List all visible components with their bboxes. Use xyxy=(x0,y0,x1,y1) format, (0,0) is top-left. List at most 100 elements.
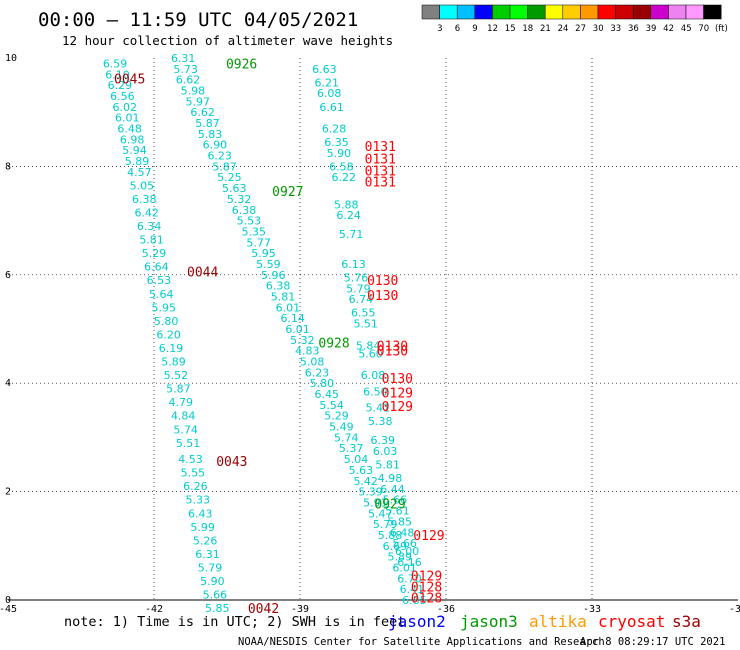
swh-value: 6.19 xyxy=(159,342,184,355)
satellite-name-jason2: jason2 xyxy=(388,612,446,631)
swh-value: 6.48 xyxy=(390,526,415,539)
swh-value: 6.43 xyxy=(188,507,213,520)
pass-time-label: 0129 xyxy=(382,400,413,415)
swh-value: 5.74 xyxy=(334,431,359,444)
swh-value: 4.83 xyxy=(295,345,320,358)
pass-time-label: 0130 xyxy=(367,274,398,289)
swh-value: 5.35 xyxy=(242,225,267,238)
swh-value: 6.08 xyxy=(317,87,342,100)
pass-time-label: 0929 xyxy=(374,498,405,513)
pass-time-label: 0927 xyxy=(272,185,303,200)
altimeter-tracks: 6.596.106.296.566.026.016.486.985.945.89… xyxy=(103,52,427,615)
y-axis-ticks: 0 2 4 6 8 10 xyxy=(5,53,17,606)
swh-value: 5.47 xyxy=(368,507,393,520)
swh-value: 4.84 xyxy=(171,410,196,423)
legend-swatch xyxy=(703,4,722,20)
swh-value: 6.00 xyxy=(395,545,420,558)
swh-value: 5.25 xyxy=(217,171,242,184)
swh-value: 6.55 xyxy=(351,307,376,320)
pass-time-label: 0128 xyxy=(411,591,442,606)
swh-value: 5.51 xyxy=(176,437,201,450)
swh-value: 5.80 xyxy=(154,315,179,328)
swh-value: 6.62 xyxy=(190,106,215,119)
swh-value: 5.81 xyxy=(271,290,296,303)
swh-value: 6.29 xyxy=(108,79,133,92)
y-tick-label: 8 xyxy=(5,161,11,172)
swh-value: 5.32 xyxy=(290,334,315,347)
legend-swatch xyxy=(527,4,546,20)
swh-value: 6.08 xyxy=(361,369,386,382)
swh-value: 6.10 xyxy=(105,68,130,81)
swh-value: 6.59 xyxy=(103,57,128,70)
swh-value: 5.60 xyxy=(358,347,383,360)
y-tick-label: 2 xyxy=(5,487,11,498)
legend-swatch xyxy=(456,4,476,20)
swh-value: 6.03 xyxy=(373,445,398,458)
pass-time-label: 0042 xyxy=(248,602,279,617)
swh-value: 6.31 xyxy=(195,548,220,561)
swh-value: 6.74 xyxy=(349,293,374,306)
color-scale-legend: 3 6 9 12 15 18 21 24 27 30 33 36 39 42 45 70 (ft) xyxy=(421,4,728,34)
satellite-name-altika: altika xyxy=(529,612,587,631)
legend-label: 70 xyxy=(698,24,709,34)
swh-value: 5.95 xyxy=(251,247,276,260)
pass-time-label: 0129 xyxy=(411,570,442,585)
swh-value: 6.63 xyxy=(312,63,337,76)
legend-swatch xyxy=(597,4,616,20)
swh-value: 5.80 xyxy=(310,377,335,390)
swh-value: 5.95 xyxy=(151,301,176,314)
pass-time-label: 0928 xyxy=(318,337,349,352)
swh-value: 4.98 xyxy=(378,472,403,485)
x-tick-label: -30 xyxy=(729,604,740,615)
pass-time-label: 0129 xyxy=(413,529,444,544)
swh-value: 5.87 xyxy=(212,160,237,173)
legend-swatch xyxy=(439,4,458,20)
swh-value: 6.01 xyxy=(115,112,140,125)
swh-value: 5.66 xyxy=(383,494,408,507)
swh-value: 6.21 xyxy=(315,76,340,89)
legend-label: 30 xyxy=(593,24,604,34)
pass-time-label: 0926 xyxy=(226,57,257,72)
swh-value: 6.38 xyxy=(266,280,291,293)
swh-value: 4.79 xyxy=(169,396,194,409)
swh-value: 6.44 xyxy=(380,483,405,496)
swh-value: 5.61 xyxy=(385,505,410,518)
legend-label: 45 xyxy=(681,24,692,34)
swh-value: 6.16 xyxy=(397,556,422,569)
swh-value: 5.77 xyxy=(246,236,271,249)
swh-value: 5.88 xyxy=(378,529,403,542)
y-tick-label: 4 xyxy=(5,378,11,389)
swh-value: 5.41 xyxy=(366,402,391,415)
swh-value: 6.23 xyxy=(207,150,232,163)
y-tick-label: 0 xyxy=(5,595,11,606)
swh-value: 5.63 xyxy=(222,182,247,195)
swh-value: 6.48 xyxy=(117,122,142,135)
legend-label: 6 xyxy=(455,24,460,34)
satellite-legend: jason2 jason3 altika cryosat s3a xyxy=(388,612,701,631)
swh-value: 6.62 xyxy=(176,74,201,87)
swh-value: 5.64 xyxy=(149,288,174,301)
swh-value: 6.53 xyxy=(147,274,172,287)
legend-swatch xyxy=(509,4,528,20)
swh-value: 5.81 xyxy=(375,459,400,472)
chart-title: 00:00 – 11:59 UTC 04/05/2021 xyxy=(38,9,358,31)
swh-value: 5.85 xyxy=(388,515,413,528)
legend-swatch xyxy=(580,4,599,20)
swh-value: 6.64 xyxy=(144,261,169,274)
swh-value: 5.53 xyxy=(237,215,262,228)
pass-time-label: 0045 xyxy=(114,73,145,88)
swh-value: 4.53 xyxy=(178,453,203,466)
pass-time-label: 0128 xyxy=(411,580,442,595)
units-note: note: 1) Time is in UTC; 2) SWH is in fe… xyxy=(64,614,405,630)
swh-value: 5.76 xyxy=(344,272,369,285)
legend-swatch xyxy=(421,4,440,20)
swh-value: 6.14 xyxy=(280,312,305,325)
swh-value: 6.70 xyxy=(397,572,422,585)
swh-value: 4.57 xyxy=(127,166,152,179)
swh-value: 5.97 xyxy=(186,95,211,108)
swh-value: 5.51 xyxy=(353,318,378,331)
legend-label: 15 xyxy=(505,24,516,34)
pass-time-label: 0131 xyxy=(365,165,396,180)
legend-swatch xyxy=(492,4,511,20)
